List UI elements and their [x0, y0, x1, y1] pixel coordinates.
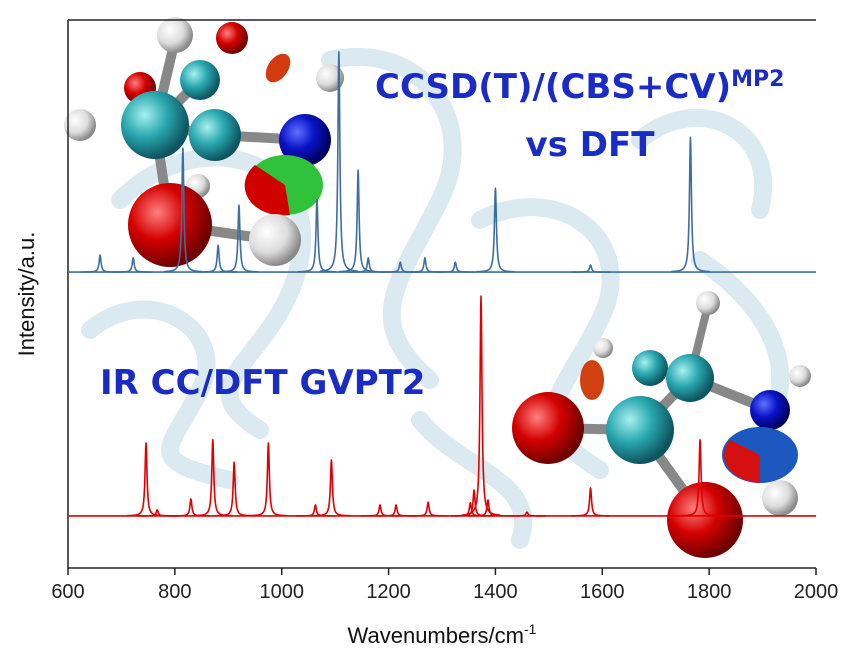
- spectrum-peak: [137, 509, 177, 517]
- spectrum-peak: [171, 498, 211, 517]
- protein-background: [81, 47, 790, 549]
- spectrum-peak: [163, 147, 203, 273]
- spectrum-peak: [319, 50, 359, 273]
- annotation-text: CCSD(T)/(CBS+CV): [375, 67, 731, 107]
- spectrum-peak: [219, 204, 259, 273]
- molecule-bottom: [512, 291, 811, 558]
- spectrum-peak: [570, 487, 611, 517]
- x-tick-label: 1000: [259, 581, 304, 603]
- spectrum-peak: [670, 136, 711, 273]
- annotation: vs DFT: [526, 125, 656, 165]
- x-axis-label-text: Wavenumbers/cm: [348, 623, 524, 648]
- annotation-superscript: MP2: [731, 67, 784, 92]
- plot-area: 600 800 1000 1200 1400 1600 1800 2000: [51, 19, 839, 603]
- spectrum-peak: [338, 169, 378, 273]
- molecule-top: [64, 17, 344, 267]
- spectrum-peak: [408, 501, 448, 517]
- spectrum-peak: [570, 264, 611, 273]
- spectrum-peak: [80, 254, 120, 273]
- spectrum-peak: [297, 198, 337, 273]
- x-tick-label: 1800: [687, 581, 732, 603]
- spectrum-peak: [311, 459, 352, 517]
- spectrum-peak: [461, 295, 501, 516]
- spectrum-peak: [198, 244, 238, 273]
- y-axis-label: Intensity/a.u.: [14, 232, 39, 357]
- spectrum-peak: [507, 511, 547, 517]
- spectrum-peak: [126, 442, 166, 517]
- x-tick-label: 1600: [580, 581, 625, 603]
- x-tick-label: 2000: [794, 581, 839, 603]
- annotation: CCSD(T)/(CBS+CV)MP2: [375, 67, 784, 107]
- x-tick-label: 1200: [366, 581, 411, 603]
- spectrum-peak: [435, 261, 476, 273]
- spectrum-peak: [360, 504, 400, 517]
- x-tick-label: 1400: [473, 581, 518, 603]
- spectrum-peak: [468, 499, 508, 517]
- x-tick-label: 800: [158, 581, 191, 603]
- spectrum-peak: [475, 187, 516, 273]
- spectrum-peak: [295, 504, 336, 517]
- spectrum-peak: [680, 438, 720, 517]
- annotation: IR CC/DFT GVPT2: [100, 363, 425, 403]
- spectrum-peak: [248, 442, 289, 517]
- x-axis-label-superscript: -1: [524, 621, 537, 637]
- x-axis-label: Wavenumbers/cm-1: [348, 621, 537, 648]
- spectrum-peak: [113, 257, 153, 273]
- spectrum-peak: [214, 461, 254, 517]
- spectrum-peak: [454, 489, 494, 517]
- x-tick-label: 600: [51, 581, 84, 603]
